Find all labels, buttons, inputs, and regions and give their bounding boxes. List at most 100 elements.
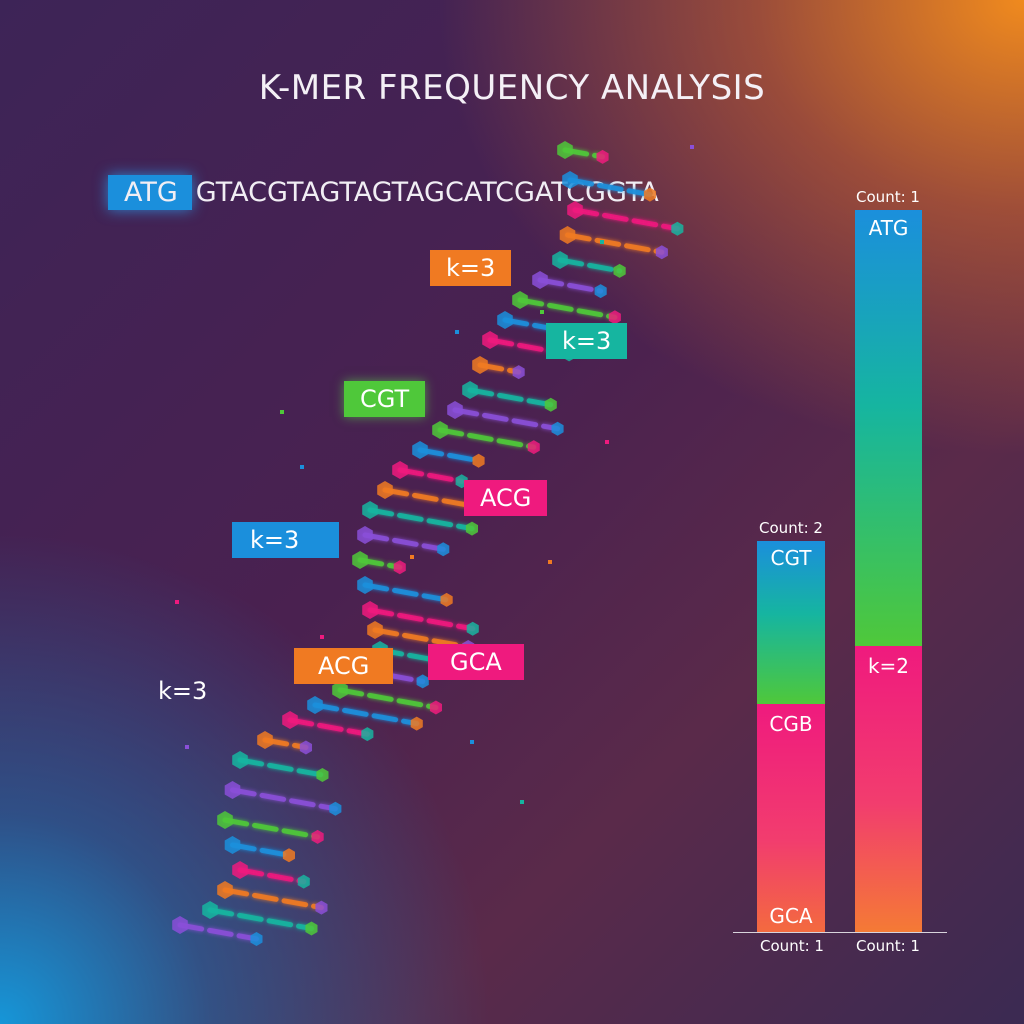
helix-node xyxy=(447,401,463,419)
helix-rung xyxy=(467,387,554,408)
bar1-segment-cgb[interactable] xyxy=(757,704,825,932)
helix-node xyxy=(512,365,525,380)
helix-node xyxy=(562,171,578,189)
helix-rung xyxy=(367,607,476,632)
helix-rung xyxy=(237,867,307,885)
helix-node xyxy=(357,526,373,544)
sequence-highlight[interactable]: ATG xyxy=(108,174,192,210)
bar2-segment-atg[interactable] xyxy=(855,210,922,646)
bar1-label-cgb: CGB xyxy=(769,712,813,736)
helix-node xyxy=(392,461,408,479)
bar2-label-atg: ATG xyxy=(868,216,909,240)
helix-rung xyxy=(287,717,370,737)
helix-rung xyxy=(537,277,604,294)
helix-node xyxy=(224,836,241,854)
sparkle-dot xyxy=(175,600,179,604)
sparkle-dot xyxy=(540,310,544,314)
chart-baseline xyxy=(733,932,947,933)
sparkle-dot xyxy=(300,465,304,469)
sparkle-dot xyxy=(548,560,552,564)
helix-rung xyxy=(230,842,292,858)
bar2-bottom-count: Count: 1 xyxy=(856,937,920,955)
helix-node xyxy=(172,916,188,934)
sparkle-dot xyxy=(455,330,459,334)
helix-node xyxy=(551,421,564,436)
sparkle-dot xyxy=(470,740,474,744)
helix-rung xyxy=(337,687,439,711)
tag-acg-orange[interactable]: ACG xyxy=(294,648,394,684)
sparkle-dot xyxy=(690,145,694,149)
helix-node xyxy=(305,921,318,936)
helix-node xyxy=(316,768,329,782)
helix-node xyxy=(332,681,348,699)
sparkle-dot xyxy=(280,410,284,414)
bar1-bottom-count: Count: 1 xyxy=(760,937,824,955)
helix-rung xyxy=(557,257,623,274)
helix-rung xyxy=(417,447,482,464)
helix-node xyxy=(412,441,428,459)
helix-node xyxy=(482,331,498,349)
helix-rung xyxy=(397,467,465,484)
helix-node xyxy=(613,263,626,278)
helix-node xyxy=(512,291,528,309)
helix-rung xyxy=(362,532,446,552)
helix-node xyxy=(497,311,513,329)
helix-rung xyxy=(222,887,324,911)
sparkle-dot xyxy=(410,555,414,559)
sparkle-dot xyxy=(320,635,324,639)
helix-node xyxy=(416,674,429,689)
helix-rung xyxy=(567,177,653,198)
helix-node xyxy=(532,271,548,289)
helix-node xyxy=(643,187,656,202)
tag-k3-blue[interactable]: k=3 xyxy=(232,522,340,558)
helix-rung xyxy=(237,757,325,778)
tag-cgt[interactable]: CGT xyxy=(344,381,426,417)
helix-node xyxy=(315,900,328,915)
tag-k3-teal[interactable]: k=3 xyxy=(546,323,628,359)
helix-node xyxy=(527,440,540,455)
helix-node xyxy=(357,576,373,594)
bar1-label-gca: GCA xyxy=(769,904,813,928)
helix-node xyxy=(362,601,378,619)
helix-rung xyxy=(312,702,420,727)
helix-node xyxy=(250,932,263,946)
tag-gca[interactable]: GCA xyxy=(428,644,524,680)
helix-node xyxy=(596,149,609,164)
bar2-segment-k2[interactable] xyxy=(855,646,922,932)
helix-rung xyxy=(565,232,665,255)
helix-node xyxy=(472,356,488,374)
helix-node xyxy=(362,501,378,519)
bar2-label-k2: k=2 xyxy=(867,654,910,678)
helix-node xyxy=(410,716,423,731)
page-title: K-MER FREQUENCY ANALYSIS xyxy=(258,68,766,108)
helix-node xyxy=(299,740,312,755)
tag-acg-pink[interactable]: ACG xyxy=(464,480,548,516)
sparkle-dot xyxy=(185,745,189,749)
helix-rung xyxy=(207,907,314,932)
helix-node xyxy=(352,551,368,569)
helix-node xyxy=(307,696,323,714)
helix-node xyxy=(466,621,479,636)
helix-node xyxy=(440,592,453,607)
bar1-top-count: Count: 2 xyxy=(759,519,823,537)
sparkle-dot xyxy=(600,240,604,244)
sparkle-dot xyxy=(520,800,524,804)
helix-node xyxy=(559,226,576,244)
bar1-segment-cgt[interactable] xyxy=(757,541,825,704)
tag-k3-orange[interactable]: k=3 xyxy=(430,250,512,286)
helix-node xyxy=(257,731,273,749)
helix-node xyxy=(594,284,607,299)
helix-node xyxy=(282,848,295,863)
helix-node xyxy=(567,201,583,219)
helix-node xyxy=(367,621,383,639)
helix-node xyxy=(217,811,233,829)
helix-node xyxy=(437,542,450,557)
helix-rung xyxy=(230,787,338,812)
helix-node xyxy=(232,751,248,769)
tag-k3-plain[interactable]: k=3 xyxy=(158,677,208,705)
helix-rung xyxy=(517,297,618,320)
helix-node xyxy=(361,727,374,742)
helix-rung xyxy=(367,507,475,532)
helix-rung xyxy=(362,582,450,603)
bar1-label-cgt: CGT xyxy=(770,546,812,570)
